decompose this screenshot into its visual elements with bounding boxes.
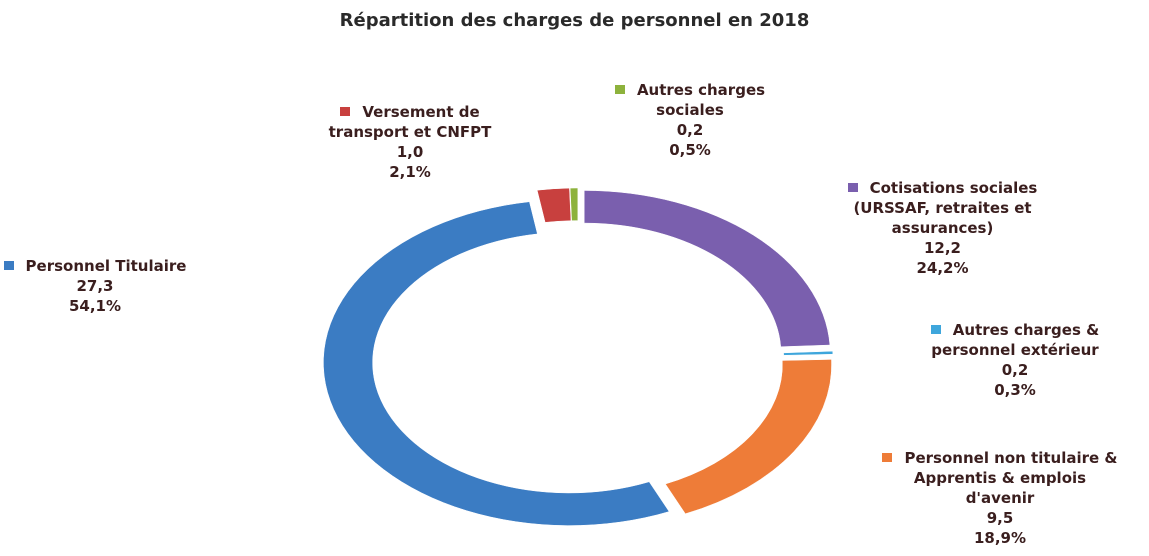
legend-swatch [340, 107, 351, 116]
category-name: Versement de transport et CNFPT [328, 103, 492, 141]
legend-swatch [614, 85, 625, 94]
slice [783, 350, 834, 356]
value-label: 0,2 [1001, 361, 1029, 379]
category-name: Cotisations sociales (URSSAF, retraites … [853, 179, 1038, 237]
legend-swatch [930, 325, 941, 334]
value-label: 0,2 [676, 121, 704, 139]
category-name: Autres charges sociales [636, 81, 766, 119]
data-label: Personnel non titulaire & Apprentis & em… [880, 448, 1120, 548]
data-label: Personnel Titulaire 27,3 54,1% [0, 256, 190, 316]
chart-title: Répartition des charges de personnel en … [339, 10, 810, 31]
label-name: Versement de transport et CNFPT [300, 102, 520, 142]
legend-swatch [847, 183, 858, 192]
value-label: 27,3 [76, 277, 114, 295]
value-label: 9,5 [986, 509, 1014, 527]
legend-swatch [3, 261, 14, 270]
label-name: Personnel Titulaire [0, 256, 190, 276]
value-label: 1,0 [396, 143, 424, 161]
category-name: Autres charges & personnel extérieur [931, 321, 1100, 359]
value-label: 12,2 [923, 239, 961, 257]
data-label: Versement de transport et CNFPT 1,0 2,1% [300, 102, 520, 182]
data-label: Cotisations sociales (URSSAF, retraites … [840, 178, 1045, 278]
category-name: Personnel Titulaire [25, 257, 187, 275]
percent-label: 24,2% [916, 259, 969, 277]
slice [536, 187, 572, 223]
slice [583, 190, 831, 347]
percent-label: 54,1% [68, 297, 122, 315]
slice [569, 187, 579, 221]
label-name: Autres charges & personnel extérieur [915, 320, 1115, 360]
percent-label: 0,3% [994, 381, 1036, 399]
category-name: Personnel non titulaire & Apprentis & em… [904, 449, 1118, 507]
percent-label: 2,1% [389, 163, 431, 181]
percent-label: 18,9% [973, 529, 1027, 547]
label-name: Cotisations sociales (URSSAF, retraites … [840, 178, 1045, 238]
label-name: Autres charges sociales [590, 80, 790, 120]
slice [323, 201, 670, 526]
data-label: Autres charges & personnel extérieur 0,2 0… [915, 320, 1115, 400]
data-label: Autres charges sociales 0,2 0,5% [590, 80, 790, 160]
legend-swatch [882, 453, 893, 462]
slice [665, 359, 832, 515]
label-name: Personnel non titulaire & Apprentis & em… [880, 448, 1120, 508]
percent-label: 0,5% [669, 141, 711, 159]
